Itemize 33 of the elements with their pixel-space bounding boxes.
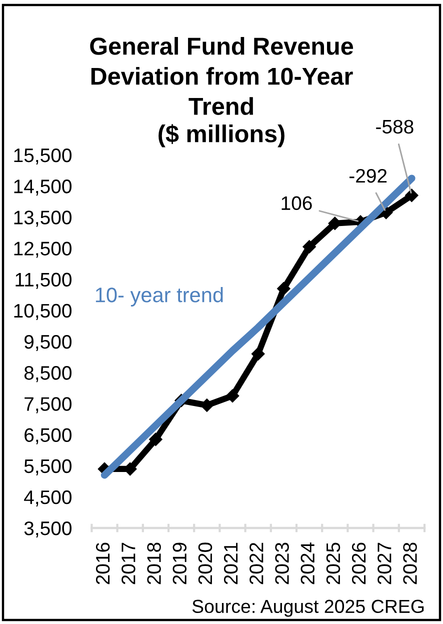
y-tick-label: 13,500 — [14, 210, 72, 227]
y-tick-label: 6,500 — [24, 428, 72, 444]
series-label: 10- year trend — [96, 287, 223, 306]
y-tick-label: 9,500 — [24, 334, 72, 352]
y-tick-label: 12,500 — [14, 242, 72, 258]
x-tick-label: 2023 — [275, 542, 289, 584]
x-tick-label: 2024 — [300, 542, 315, 584]
y-tick-label: 8,500 — [24, 366, 72, 382]
y-tick-label: 4,500 — [24, 490, 72, 506]
x-tick-label: 2017 — [122, 542, 136, 584]
x-tick-label: 2025 — [326, 542, 340, 584]
annotation: -588 — [376, 120, 414, 134]
x-tick-label: 2016 — [96, 542, 110, 584]
x-tick-label: 2018 — [147, 542, 161, 584]
x-tick-label: 2019 — [172, 542, 187, 584]
y-tick-label: 10,500 — [14, 304, 72, 320]
annotation: -292 — [350, 168, 387, 183]
x-tick-label: 2020 — [198, 542, 212, 584]
x-tick-label: 2028 — [403, 542, 417, 584]
y-tick-label: 7,500 — [24, 397, 72, 414]
source-note: Source: August 2025 CREG — [192, 600, 424, 617]
y-tick-label: 15,500 — [14, 148, 72, 165]
annotation: 106 — [282, 196, 312, 210]
y-tick-label: 14,500 — [14, 180, 72, 196]
x-tick-label: 2022 — [250, 542, 264, 584]
y-tick-label: 5,500 — [24, 459, 72, 476]
chart-subtitle: ($ millions) — [158, 124, 284, 148]
x-tick-label: 2026 — [352, 542, 366, 584]
y-tick-label: 11,500 — [16, 272, 72, 289]
y-tick-label: 3,500 — [24, 521, 72, 538]
x-tick-label: 2021 — [224, 542, 238, 584]
x-tick-label: 2027 — [378, 542, 392, 584]
chart-title: General Fund Revenue Deviation from 10-Year Trend — [90, 37, 354, 115]
